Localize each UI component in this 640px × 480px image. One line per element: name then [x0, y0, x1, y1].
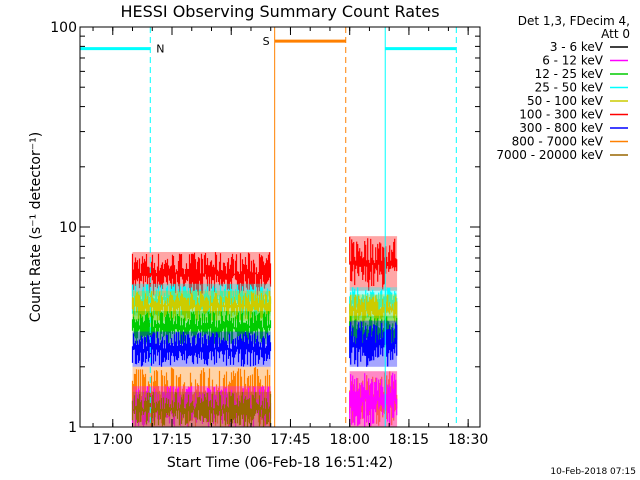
series-7000-20000-kev-segment: [131, 391, 272, 427]
legend-entry-label: 25 - 50 keV: [535, 81, 604, 95]
series-trace: [349, 294, 398, 326]
series-trace: [131, 291, 272, 321]
legend-entry-label: 100 - 300 keV: [519, 108, 603, 122]
x-tick-label: 17:00: [93, 432, 133, 448]
series-fill: [349, 320, 398, 367]
series-trace: [349, 372, 398, 427]
x-tick-label: 18:15: [389, 432, 429, 448]
series-trace: [131, 331, 272, 367]
x-tick-label: 18:00: [330, 432, 370, 448]
legend-entry-label: 300 - 800 keV: [519, 121, 603, 135]
series-trace: [131, 252, 272, 297]
series-trace: [349, 321, 398, 367]
data-layer: [131, 236, 398, 427]
series-50-100-kev-segment: [349, 294, 398, 326]
legend-header-line-2: Att 0: [601, 27, 630, 41]
series-trace: [131, 311, 272, 344]
x-axis-label: Start Time (06-Feb-18 16:51:42): [167, 455, 393, 471]
legend-entry-label: 7000 - 20000 keV: [496, 148, 603, 162]
series-fill: [349, 294, 398, 326]
series-300-800-kev-segment: [131, 331, 272, 367]
series-trace: [131, 391, 272, 427]
series-300-800-kev-segment: [349, 320, 398, 367]
series-fill: [132, 331, 271, 367]
legend-entry-label: 3 - 6 keV: [550, 40, 604, 54]
chart-title: HESSI Observing Summary Count Rates: [120, 2, 439, 21]
x-tick-label: 17:15: [152, 432, 192, 448]
night-label: N: [156, 43, 164, 56]
axes: 17:00 17:15 17:30 17:45 18:00 18:15 18:30 1 10 10…: [50, 20, 488, 448]
y-axis-label: Count Rate (s⁻¹ detector⁻¹): [28, 132, 44, 322]
series-fill: [132, 251, 271, 297]
x-tick-label: 17:45: [270, 432, 310, 448]
series-6-12-kev-segment: [349, 371, 398, 427]
series-trace: [349, 236, 398, 291]
footer-timestamp: 10-Feb-2018 07:15: [550, 467, 636, 477]
x-tick-label: 18:30: [448, 432, 488, 448]
series-50-100-kev-segment: [131, 290, 272, 321]
saa-label: S: [263, 35, 270, 48]
y-tick-label: 100: [50, 20, 77, 36]
series-fill: [132, 391, 271, 427]
legend-header-line-1: Det 1,3, FDecim 4,: [518, 14, 630, 28]
y-tick-label: 1: [68, 420, 77, 436]
legend-entry-label: 12 - 25 keV: [535, 67, 604, 81]
legend-entry-label: 6 - 12 keV: [542, 54, 604, 68]
legend-entry-label: 50 - 100 keV: [527, 94, 604, 108]
series-fill: [349, 371, 398, 427]
series-fill: [349, 236, 398, 291]
y-tick-label: 10: [59, 220, 77, 236]
series-100-300-kev-segment: [349, 236, 398, 291]
legend-entry-label: 800 - 7000 keV: [512, 135, 604, 149]
series-100-300-kev-segment: [131, 251, 272, 297]
series-fill: [132, 290, 271, 321]
x-tick-label: 17:30: [211, 432, 251, 448]
